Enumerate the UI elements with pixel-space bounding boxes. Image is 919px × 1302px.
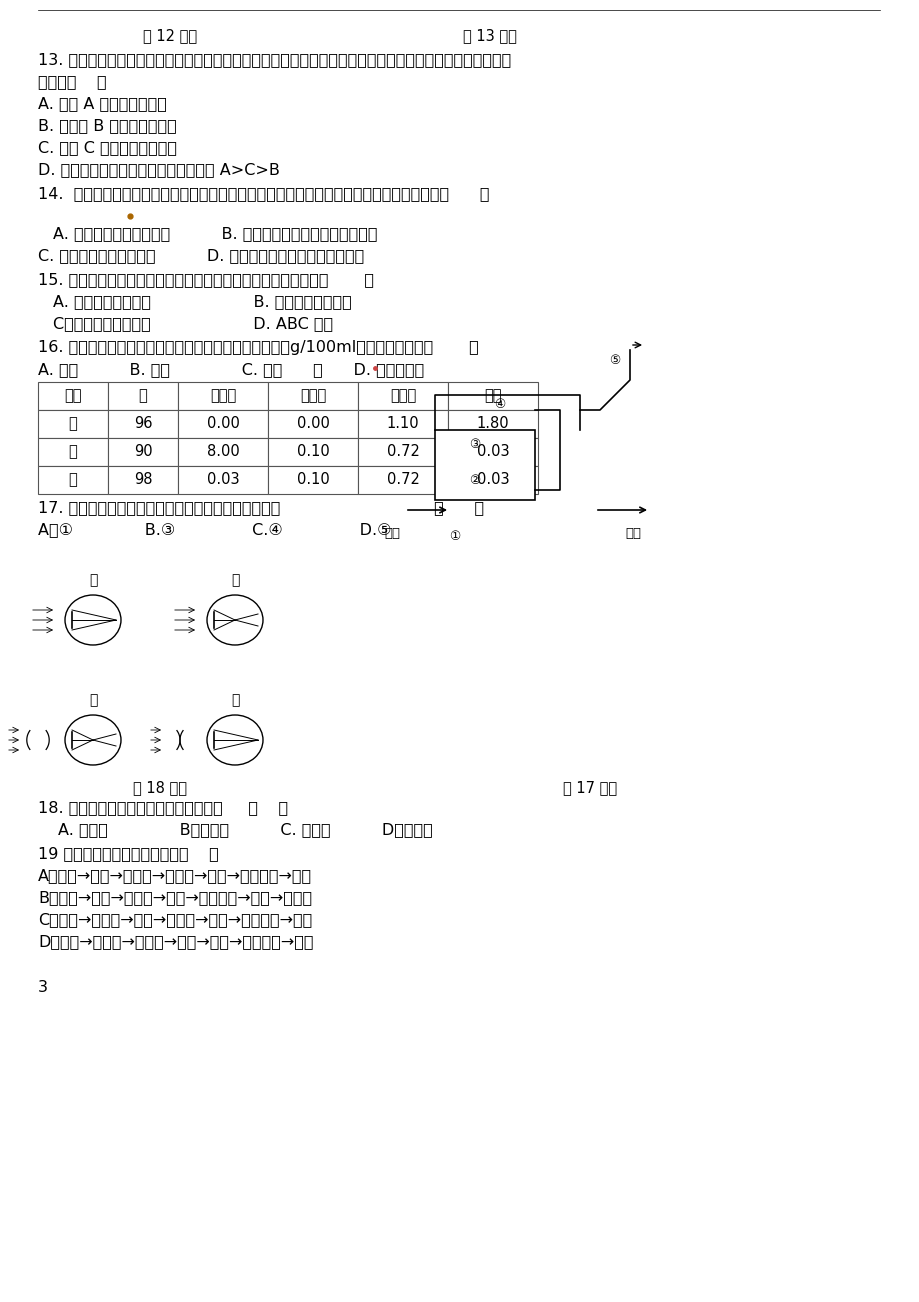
Text: 90: 90	[133, 444, 153, 460]
Bar	[38, 410, 108, 437]
Text: C．声波→外耳道→鼓膜→听小骨→耳蜗→听觉神经→大脑: C．声波→外耳道→鼓膜→听小骨→耳蜗→听觉神经→大脑	[38, 911, 312, 927]
Text: ③: ③	[469, 439, 480, 452]
Text: 0.72: 0.72	[386, 444, 419, 460]
Bar	[267, 437, 357, 466]
Text: 静脉: 静脉	[624, 527, 641, 540]
Text: ④: ④	[494, 398, 505, 411]
Text: 0.10: 0.10	[296, 444, 329, 460]
Bar	[177, 410, 267, 437]
Text: ②: ②	[469, 474, 480, 487]
Text: 第 13 题图: 第 13 题图	[462, 29, 516, 43]
Bar	[38, 381, 108, 410]
Bar	[448, 381, 538, 410]
Text: 1.80: 1.80	[476, 417, 509, 431]
Text: 0.00: 0.00	[207, 417, 239, 431]
Text: 0.03: 0.03	[476, 444, 509, 460]
Text: 丙: 丙	[89, 693, 97, 707]
Bar	[177, 437, 267, 466]
Bar	[108, 410, 177, 437]
Text: 确的是（    ）: 确的是（ ）	[38, 74, 107, 89]
Bar	[267, 410, 357, 437]
Bar	[448, 466, 538, 493]
Text: A．声波→鼓膜→外耳道→听小骨→耳蜗→听觉神经→大脑: A．声波→鼓膜→外耳道→听小骨→耳蜗→听觉神经→大脑	[38, 868, 312, 883]
Text: 丁: 丁	[231, 693, 239, 707]
Text: 葡萄糖: 葡萄糖	[300, 388, 325, 404]
Bar	[38, 466, 108, 493]
Text: A. 乙和甲              B．丙和甲          C. 丙和丁          D．乙和丁: A. 乙和甲 B．丙和甲 C. 丙和丁 D．乙和丁	[58, 822, 432, 837]
Bar	[448, 437, 538, 466]
Text: 第 17 题图: 第 17 题图	[562, 780, 617, 796]
Bar	[435, 430, 535, 500]
Text: 3: 3	[38, 980, 48, 995]
Bar	[357, 466, 448, 493]
Text: C．血液中的养料减少                    D. ABC 均是: C．血液中的养料减少 D. ABC 均是	[53, 316, 333, 331]
Text: B．声波→鼓膜→外耳道→耳蜗→听觉神经→大脑→听小骨: B．声波→鼓膜→外耳道→耳蜗→听觉神经→大脑→听小骨	[38, 891, 312, 905]
Text: 18. 如图表示近视眼及矫正方法正确的是     （    ）: 18. 如图表示近视眼及矫正方法正确的是 （ ）	[38, 799, 288, 815]
Text: 乙: 乙	[69, 444, 77, 460]
Text: 0.00: 0.00	[296, 417, 329, 431]
Text: C. 图中 C 代表的是毛细血管: C. 图中 C 代表的是毛细血管	[38, 141, 176, 155]
Bar	[108, 466, 177, 493]
Bar	[38, 437, 108, 466]
Text: ⑤: ⑤	[608, 354, 620, 366]
Text: B. 图中的 B 代表的是小静脉: B. 图中的 B 代表的是小静脉	[38, 118, 176, 133]
Bar	[448, 410, 538, 437]
Text: 17. 尿素过高会危害健康。图中尿素含量最高的部位是                              （      ）: 17. 尿素过高会危害健康。图中尿素含量最高的部位是 （ ）	[38, 500, 483, 516]
Text: ①: ①	[448, 530, 460, 543]
Bar	[267, 466, 357, 493]
Text: 16. 下表是某人的血浆、原尿、尿液成分的比较（单位：g/100ml）。其中的丙是（       ）: 16. 下表是某人的血浆、原尿、尿液成分的比较（单位：g/100ml）。其中的丙…	[38, 340, 478, 355]
Text: 96: 96	[133, 417, 152, 431]
Bar	[108, 381, 177, 410]
Bar	[357, 437, 448, 466]
Text: 1.10: 1.10	[386, 417, 419, 431]
Bar	[108, 437, 177, 466]
Bar	[357, 410, 448, 437]
Text: 0.03: 0.03	[207, 473, 239, 487]
Text: 0.10: 0.10	[296, 473, 329, 487]
Text: D．声波→外耳道→听小骨→鼓膜→耳蜗→听觉神经→大脑: D．声波→外耳道→听小骨→鼓膜→耳蜗→听觉神经→大脑	[38, 934, 313, 949]
Text: C. 血浆、白细胞、血小板          D. 血浆、白细胞和血小板、红细胞: C. 血浆、白细胞、血小板 D. 血浆、白细胞和血小板、红细胞	[38, 247, 364, 263]
Text: 尿素: 尿素	[483, 388, 501, 404]
Text: 98: 98	[133, 473, 152, 487]
Text: 丙: 丙	[69, 473, 77, 487]
Text: 15. 肾动脉里的血液流经肾脏后，由肾静脉流出，发生的变化是（       ）: 15. 肾动脉里的血液流经肾脏后，由肾静脉流出，发生的变化是（ ）	[38, 272, 374, 286]
Text: 甲: 甲	[69, 417, 77, 431]
Text: 甲: 甲	[89, 573, 97, 587]
Text: 蛋白质: 蛋白质	[210, 388, 236, 404]
Text: A. 血浆、血小板、血细胞          B. 血清、白细胞和血小板、红细胞: A. 血浆、血小板、血细胞 B. 血清、白细胞和血小板、红细胞	[53, 227, 377, 241]
Text: 8.00: 8.00	[207, 444, 239, 460]
Bar	[267, 381, 357, 410]
Text: A. 血浆          B. 原尿              C. 尿液      ，      D. 血浆和尿液: A. 血浆 B. 原尿 C. 尿液 ， D. 血浆和尿液	[38, 362, 424, 378]
Bar	[177, 466, 267, 493]
Text: 19 人产生听觉的大致过程是：（    ）: 19 人产生听觉的大致过程是：（ ）	[38, 846, 219, 861]
Text: 13. 右图是显微镜下观察到的小鱼尾鳍内的一部分血管的分支情况，箭头代表血流方向。对此，下列说法不正: 13. 右图是显微镜下观察到的小鱼尾鳍内的一部分血管的分支情况，箭头代表血流方向…	[38, 52, 511, 66]
Text: D. 图中血液在三种血管内的速度依次是 A>C>B: D. 图中血液在三种血管内的速度依次是 A>C>B	[38, 161, 279, 177]
Text: 成分: 成分	[64, 388, 82, 404]
Text: 0.03: 0.03	[476, 473, 509, 487]
Text: 0.72: 0.72	[386, 473, 419, 487]
Text: A. 血液中的氧气减少                    B. 血液中的尿素减少: A. 血液中的氧气减少 B. 血液中的尿素减少	[53, 294, 351, 309]
Text: 动脉: 动脉	[383, 527, 400, 540]
Text: 14.  加入抗凝血剂的血液静置一段时间后，会看到血液开始出现分层现象，从上到下依次是（      ）: 14. 加入抗凝血剂的血液静置一段时间后，会看到血液开始出现分层现象，从上到下依…	[38, 186, 489, 201]
Text: 第 12 题图: 第 12 题图	[142, 29, 197, 43]
Bar	[177, 381, 267, 410]
Text: 第 18 题图: 第 18 题图	[133, 780, 187, 796]
Text: 无机盐: 无机盐	[390, 388, 415, 404]
Text: 水: 水	[139, 388, 147, 404]
Text: 乙: 乙	[231, 573, 239, 587]
Bar	[357, 381, 448, 410]
Text: A. 图中 A 代表的是小动脉: A. 图中 A 代表的是小动脉	[38, 96, 166, 111]
Text: A．①              B.③               C.④               D.⑤: A．① B.③ C.④ D.⑤	[38, 522, 391, 536]
